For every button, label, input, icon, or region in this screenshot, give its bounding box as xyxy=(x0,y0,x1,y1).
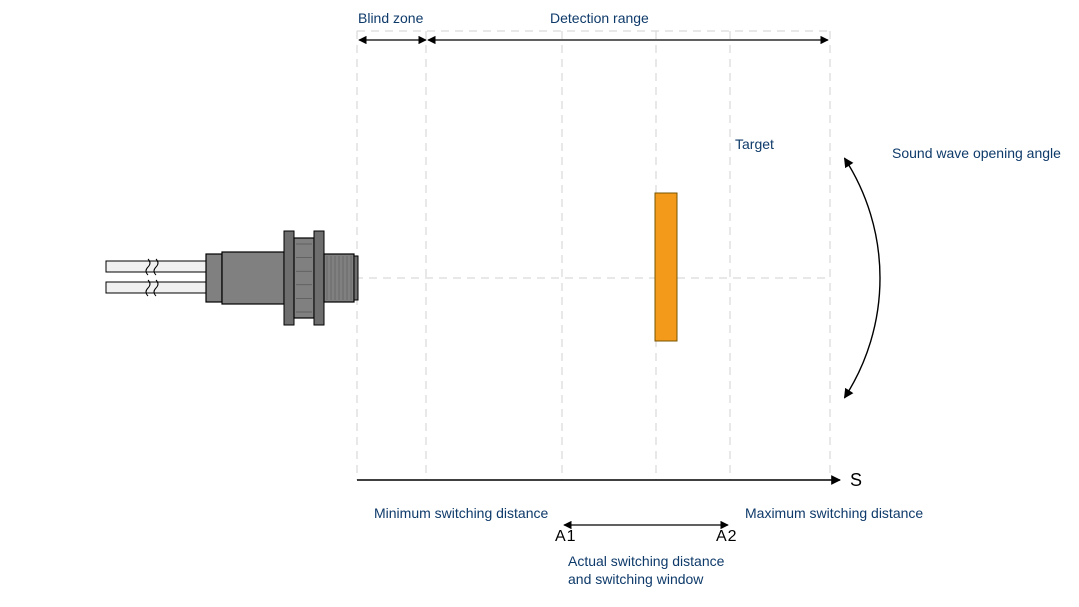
label-a2: A2 xyxy=(716,528,738,546)
label-blind-zone: Blind zone xyxy=(358,10,423,26)
label-actual-2: and switching window xyxy=(568,571,703,587)
label-s: S xyxy=(850,470,862,491)
diagram-stage: Blind zone Detection range Target Sound … xyxy=(0,0,1079,607)
label-actual-1: Actual switching distance xyxy=(568,553,724,569)
label-detection: Detection range xyxy=(550,10,649,26)
label-max-switch: Maximum switching distance xyxy=(745,505,923,521)
label-sound-angle: Sound wave opening angle xyxy=(892,145,1061,161)
label-a1: A1 xyxy=(555,528,577,546)
label-target: Target xyxy=(735,136,774,152)
label-min-switch: Minimum switching distance xyxy=(374,505,548,521)
